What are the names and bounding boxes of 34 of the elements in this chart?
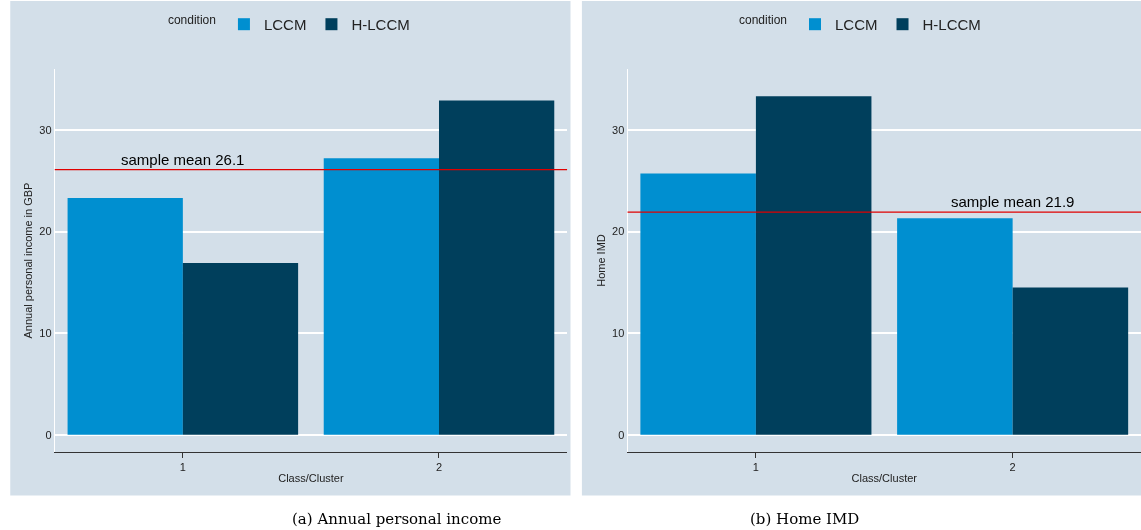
y-tick-label: 20 [39, 225, 52, 238]
ref-line-label: sample mean 21.9 [951, 193, 1075, 210]
bar [755, 96, 872, 435]
y-tick-label: 0 [618, 428, 625, 441]
bar [67, 197, 183, 435]
x-tick-label: 1 [179, 461, 186, 474]
y-tick-label: 30 [39, 123, 52, 136]
text: (b) Home IMD [750, 510, 860, 528]
x-tick-label: 2 [1009, 461, 1016, 474]
y-axis-title: Annual personal income in GBP [21, 182, 34, 339]
bar [182, 263, 299, 435]
x-tick-label: 1 [752, 461, 759, 474]
bar [439, 100, 555, 435]
legend-label: H-LCCM [351, 16, 410, 34]
y-axis-title: Home IMD [594, 234, 607, 287]
legend-title: condition [738, 12, 787, 27]
y-tick-label: 10 [39, 327, 52, 340]
ref-line-label: sample mean 26.1 [121, 151, 245, 168]
bar [1012, 287, 1129, 435]
legend-label: H-LCCM [922, 16, 981, 34]
y-tick-label: 0 [45, 428, 52, 441]
y-tick-label: 10 [612, 327, 625, 340]
x-axis-title: Class/Cluster [278, 472, 344, 485]
bar [640, 173, 756, 435]
text: (a) Annual personal income [292, 510, 502, 528]
y-tick-label: 20 [612, 225, 625, 238]
y-tick-label: 30 [612, 123, 625, 136]
x-tick-label: 2 [435, 461, 443, 474]
bar [323, 158, 439, 435]
legend-label: LCCM [263, 16, 307, 34]
legend-label: LCCM [835, 16, 878, 34]
bar [897, 218, 1013, 435]
x-axis-title: Class/Cluster [851, 472, 918, 485]
legend-title: condition [167, 12, 216, 27]
